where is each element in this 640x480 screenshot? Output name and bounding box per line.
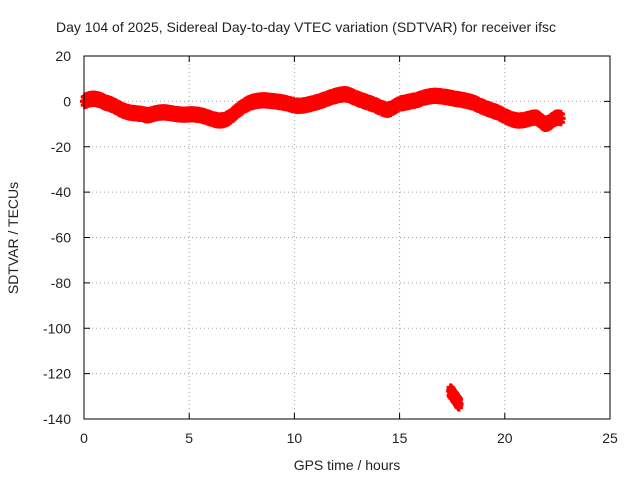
x-tick-label: 0: [80, 430, 88, 446]
data-point: [557, 114, 566, 123]
data-points: [80, 86, 566, 412]
x-tick-label: 10: [287, 430, 303, 446]
y-tick-label: -140: [43, 411, 71, 427]
plot-frame: [83, 55, 611, 420]
chart-title: Day 104 of 2025, Sidereal Day-to-day VTE…: [56, 19, 556, 35]
y-tick-label: -100: [43, 320, 71, 336]
y-tick-label: -40: [51, 184, 71, 200]
x-axis-title: GPS time / hours: [294, 457, 401, 473]
x-tick-label: 5: [185, 430, 193, 446]
y-tick-labels: -140 -120 -100 -80 -60 -40 -20 0 20: [43, 48, 71, 427]
outlier-point: [455, 400, 464, 409]
x-tick-label: 20: [497, 430, 513, 446]
x-tick-labels: 0 5 10 15 20 25: [80, 430, 618, 446]
y-tick-label: -80: [51, 275, 71, 291]
x-tick-label: 25: [602, 430, 618, 446]
y-tick-label: 20: [55, 48, 71, 64]
y-tick-label: -60: [51, 230, 71, 246]
x-tick-label: 15: [392, 430, 408, 446]
y-axis-title: SDTVAR / TECUs: [5, 182, 21, 294]
y-tick-label: -120: [43, 366, 71, 382]
y-tick-label: 0: [63, 93, 71, 109]
y-tick-label: -20: [51, 139, 71, 155]
